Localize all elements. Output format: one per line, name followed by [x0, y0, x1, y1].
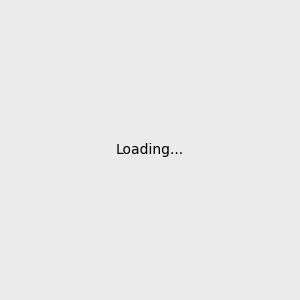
Text: Loading...: Loading... [116, 143, 184, 157]
